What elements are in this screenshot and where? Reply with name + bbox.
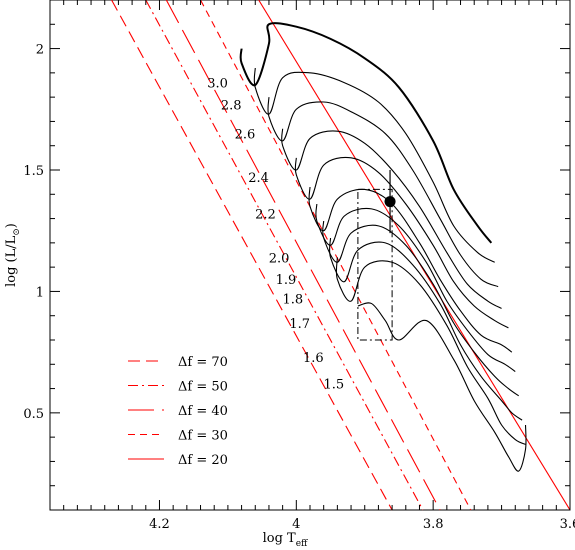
mass-label-1.6: 1.6 (303, 351, 324, 366)
track-3.0 (239, 22, 493, 244)
legend-label: Δf = 70 (178, 355, 228, 370)
mass-label-3.0: 3.0 (207, 76, 228, 91)
mass-label-1.7: 1.7 (289, 317, 310, 332)
mass-label-1.9: 1.9 (276, 273, 297, 288)
mass-labels-group: 3.0 2.8 2.6 2.4 2.2 2.0 1.9 1.8 1.7 1.61.5 (207, 76, 344, 392)
error-box (357, 188, 393, 341)
x-tick-label: 3.6 (560, 517, 575, 532)
legend-label: Δf = 50 (178, 380, 228, 395)
mass-label-2.4: 2.4 (248, 171, 269, 186)
x-tick-label: 3.8 (423, 517, 444, 532)
mass-label-2.2: 2.2 (255, 208, 276, 223)
track-1.7 (328, 237, 523, 421)
mass-label-2.0: 2.0 (269, 251, 290, 266)
mass-label-2.6: 2.6 (235, 127, 256, 142)
sun-symbol: ⊙ (12, 228, 22, 236)
mass-label-1.8: 1.8 (282, 293, 303, 308)
y-tick-label: 0.5 (23, 407, 44, 422)
isoline-df-50 (145, 0, 424, 511)
x-tick-label: 4 (292, 517, 300, 532)
y-tick-label: 1.5 (23, 164, 44, 179)
observed-star-group (384, 170, 396, 234)
y-axis-label: log (L/L⊙) (4, 223, 22, 287)
track-1.8 (322, 220, 520, 397)
plot-frame (49, 0, 571, 511)
y-tick-label: 2 (36, 43, 44, 58)
mass-label-1.5: 1.5 (324, 378, 345, 393)
isoline-df-70 (111, 0, 393, 511)
legend-label: Δf = 20 (178, 453, 228, 468)
isoline-df-30 (200, 0, 472, 511)
axis-ticks-group: 4.2 4 3.8 3.6 0.5 1 1.5 2 (23, 0, 575, 532)
isoline-df-40 (165, 0, 441, 511)
track-1.9 (315, 203, 516, 373)
legend-label: Δf = 30 (178, 429, 228, 444)
x-tick-label: 4.2 (149, 517, 170, 532)
track-1.6 (335, 257, 526, 445)
legend-label: Δf = 40 (178, 404, 228, 419)
mass-label-2.8: 2.8 (221, 98, 242, 113)
observed-star-marker (384, 196, 396, 208)
track-2.0 (308, 186, 513, 353)
track-2.8 (253, 67, 496, 263)
track-1.5 (357, 302, 527, 472)
y-tick-label: 1 (36, 285, 44, 300)
svg-text:log (L/L⊙): log (L/L⊙) (4, 223, 22, 287)
x-axis-label: log Teff (263, 531, 308, 549)
legend: Δf = 70 Δf = 50 Δf = 40 Δf = 30 Δf = 20 (128, 355, 228, 468)
error-box-group (357, 188, 393, 341)
evolutionary-tracks-group (239, 22, 527, 472)
